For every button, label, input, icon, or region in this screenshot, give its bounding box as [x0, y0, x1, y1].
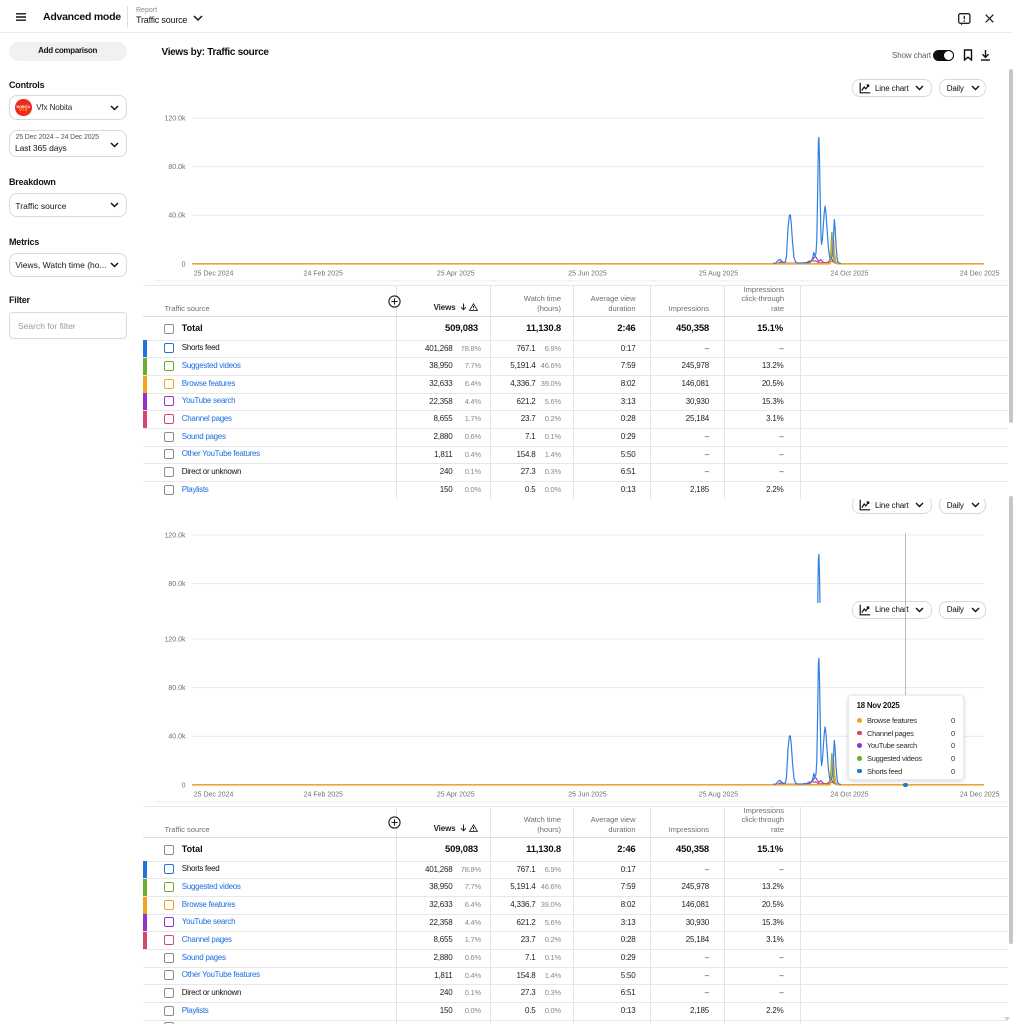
svg-text:25 Dec 2024: 25 Dec 2024 [194, 271, 234, 278]
svg-text:40.0k: 40.0k [168, 213, 186, 220]
svg-text:120.0k: 120.0k [164, 637, 186, 644]
svg-text:25 Jun 2025: 25 Jun 2025 [568, 271, 607, 278]
svg-text:24 Dec 2025: 24 Dec 2025 [960, 792, 1000, 799]
svg-text:24 Feb 2025: 24 Feb 2025 [304, 271, 343, 278]
svg-text:24 Dec 2025: 24 Dec 2025 [960, 271, 1000, 278]
svg-text:0: 0 [182, 783, 186, 790]
svg-text:25 Apr 2025: 25 Apr 2025 [437, 271, 475, 278]
svg-text:0: 0 [182, 261, 186, 268]
svg-text:25 Dec 2024: 25 Dec 2024 [194, 792, 234, 799]
svg-text:24 Oct 2025: 24 Oct 2025 [830, 271, 868, 278]
svg-text:24 Feb 2025: 24 Feb 2025 [304, 792, 343, 799]
svg-text:25 Jun 2025: 25 Jun 2025 [568, 792, 607, 799]
svg-text:25 Aug 2025: 25 Aug 2025 [699, 792, 738, 799]
svg-text:120.0k: 120.0k [164, 533, 186, 540]
svg-text:80.0k: 80.0k [168, 581, 186, 588]
svg-text:25 Apr 2025: 25 Apr 2025 [437, 792, 475, 799]
svg-text:24 Oct 2025: 24 Oct 2025 [830, 792, 868, 799]
svg-text:25 Aug 2025: 25 Aug 2025 [699, 271, 738, 278]
svg-text:80.0k: 80.0k [168, 686, 186, 693]
svg-text:80.0k: 80.0k [168, 164, 186, 171]
svg-text:120.0k: 120.0k [164, 116, 186, 123]
svg-text:40.0k: 40.0k [168, 734, 186, 741]
